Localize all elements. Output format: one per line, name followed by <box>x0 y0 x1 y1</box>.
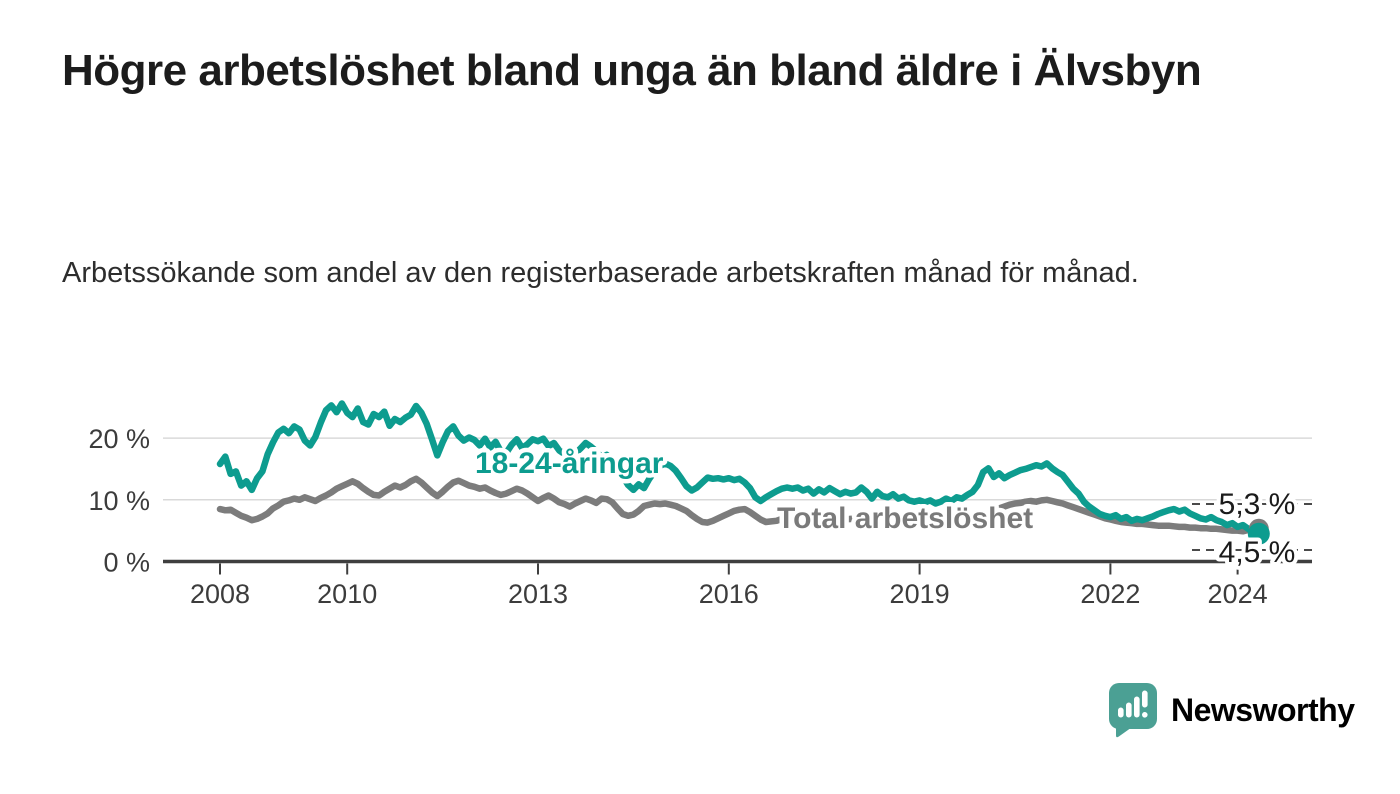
y-axis-tick-label: 0 % <box>103 548 150 578</box>
end-value-label-total: 5,3 % <box>1219 488 1296 521</box>
end-value-label-youth: 4,5 % <box>1219 536 1296 569</box>
chart-axes: 0 % 10 % 20 % 2008 2010 2013 2016 2019 2022 2024 <box>88 424 1312 609</box>
x-axis-tick-label: 2010 <box>317 579 377 609</box>
series-line-total <box>216 475 1263 535</box>
series-label-total: Total arbetslöshet <box>777 502 1033 535</box>
x-axis-tick-label: 2022 <box>1080 579 1140 609</box>
x-axis-tick-label: 2016 <box>699 579 759 609</box>
x-axis-tick-label: 2019 <box>890 579 950 609</box>
x-axis-tick-label: 2024 <box>1208 579 1268 609</box>
newsworthy-brand-name: Newsworthy <box>1171 692 1355 728</box>
y-axis-tick-label: 10 % <box>88 486 150 516</box>
chart-title: Högre arbetslöshet bland unga än bland ä… <box>62 46 1202 95</box>
x-axis-tick-label: 2008 <box>190 579 250 609</box>
y-axis-tick-label: 20 % <box>88 424 150 454</box>
x-axis-tick-label: 2013 <box>508 579 568 609</box>
chart-series <box>216 400 1270 545</box>
series-line-youth <box>216 400 1263 537</box>
newsworthy-logo: Newsworthy <box>1108 682 1355 739</box>
chart-subtitle: Arbetssökande som andel av den registerb… <box>62 257 1139 289</box>
series-label-youth: 18-24-åringar <box>475 447 664 480</box>
end-point-marker-youth <box>1247 522 1270 545</box>
newsworthy-logo-icon <box>1109 683 1157 738</box>
